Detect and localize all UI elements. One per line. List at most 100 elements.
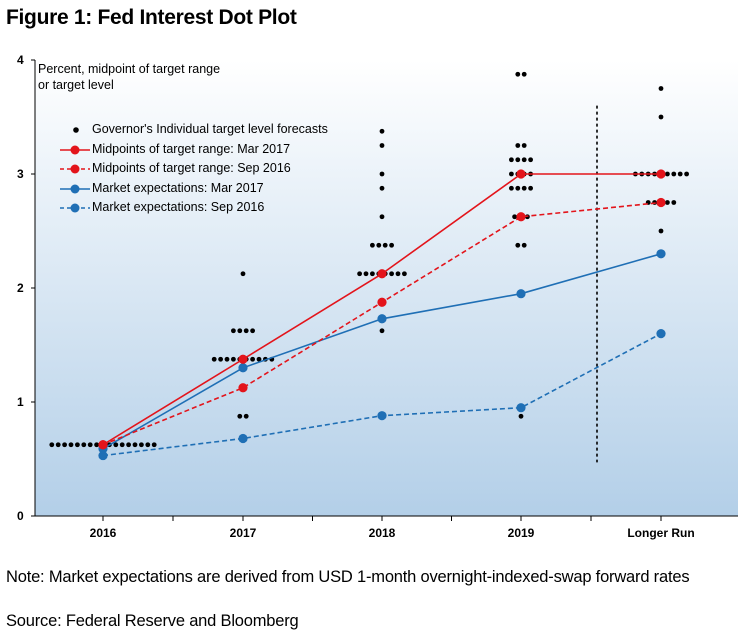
sep2016-target-midpoint-point (377, 297, 387, 307)
forecast-dot (250, 356, 256, 362)
forecast-dot (370, 271, 375, 277)
forecast-dot (139, 442, 144, 448)
mar2017-market-expectation-point (377, 314, 387, 324)
forecast-dot (243, 413, 249, 419)
x-tick-label: 2019 (508, 526, 535, 540)
forecast-dot (512, 214, 517, 220)
plot-area (35, 60, 738, 516)
forecast-dot (256, 356, 262, 362)
forecast-dot (113, 442, 119, 448)
forecast-dot (49, 442, 55, 448)
forecast-dot (119, 442, 125, 448)
sep2016-market-expectation-point (656, 329, 666, 339)
sep2016-target-midpoint-point (656, 197, 666, 208)
sep2016-target-midpoint-point (516, 212, 526, 222)
forecast-dot (379, 328, 385, 334)
forecast-dot (509, 157, 514, 163)
mar2017-target-midpoint-point (238, 354, 248, 364)
forecast-dot (665, 171, 670, 177)
legend-label-red-dashed: Midpoints of target range: Sep 2016 (92, 161, 291, 175)
y-tick-label: 4 (17, 53, 24, 67)
sep2016-target-midpoint-point (238, 383, 248, 393)
legend-label-blue-solid: Market expectations: Mar 2017 (92, 180, 264, 195)
chart-note: Note: Market expectations are derived fr… (6, 568, 690, 586)
forecast-dot (379, 185, 385, 191)
legend-swatch-red-dashed (60, 164, 90, 174)
forecast-dot (658, 114, 664, 120)
forecast-dot (250, 328, 256, 334)
forecast-dot (68, 442, 74, 448)
forecast-dot (363, 271, 369, 277)
forecast-dot (389, 271, 394, 277)
forecast-dot (521, 185, 527, 191)
x-tick-label: 2016 (90, 526, 117, 540)
forecast-dot (237, 328, 243, 334)
forecast-dot (515, 185, 521, 191)
forecast-dot (55, 442, 61, 448)
legend-swatch-red-solid (60, 145, 90, 154)
forecast-dot (528, 157, 533, 163)
mar2017-target-midpoint-point (656, 169, 666, 179)
forecast-dot (402, 271, 407, 277)
forecast-dot (218, 356, 224, 362)
forecast-dot (75, 442, 80, 448)
sep2016-market-expectation-point (516, 403, 526, 413)
forecast-dot (370, 242, 375, 248)
forecast-dot (677, 171, 683, 177)
forecast-dot (658, 228, 664, 234)
forecast-dot (515, 157, 521, 163)
sep2016-market-expectation-point (377, 411, 387, 421)
forecast-dot (382, 242, 388, 248)
forecast-dot (87, 442, 93, 448)
forecast-dot (521, 242, 527, 248)
forecast-dot (395, 271, 401, 277)
mar2017-market-expectation-point (238, 363, 248, 373)
x-tick-label: 2017 (230, 526, 257, 540)
forecast-dot (521, 71, 527, 77)
sep2016-market-expectation-point (238, 433, 248, 444)
legend-swatch-blue-dashed (60, 203, 90, 213)
forecast-dot (231, 356, 236, 362)
y-tick-label: 2 (17, 281, 24, 295)
mar2017-target-midpoint-point (516, 169, 526, 179)
mar2017-market-expectation-point (656, 249, 666, 259)
legend-swatch-blue-solid (60, 184, 90, 193)
y-axis-label: Percent, midpoint of target range or tar… (38, 62, 221, 92)
forecast-dot (671, 200, 677, 205)
forecast-dot (379, 214, 385, 220)
forecast-dot (379, 171, 385, 177)
forecast-dot (211, 356, 217, 362)
forecast-dot (515, 71, 521, 77)
legend-swatch-dots (73, 127, 79, 133)
forecast-dot (151, 442, 157, 448)
mar2017-market-expectation-point (516, 289, 526, 299)
forecast-dot (145, 442, 151, 448)
x-tick-label: 2018 (369, 526, 396, 540)
forecast-dot (515, 143, 521, 148)
y-tick-label: 3 (17, 167, 24, 181)
forecast-dot (389, 242, 394, 248)
forecast-dot (665, 200, 670, 205)
forecast-dot (379, 128, 385, 134)
forecast-dot (515, 242, 521, 248)
forecast-dot (671, 171, 677, 177)
forecast-dot (62, 442, 67, 448)
forecast-dot (509, 185, 514, 191)
forecast-dot (684, 171, 689, 177)
forecast-dot (509, 171, 514, 177)
forecast-dot (237, 413, 243, 419)
legend-label-red-solid: Midpoints of target range: Mar 2017 (92, 141, 291, 156)
forecast-dot (658, 86, 664, 91)
chart-source: Source: Federal Reserve and Bloomberg (6, 612, 299, 630)
forecast-dot (379, 143, 385, 148)
y-tick-label: 0 (17, 509, 24, 523)
forecast-dot (231, 328, 236, 334)
forecast-dot (126, 442, 131, 448)
forecast-dot (94, 442, 99, 448)
forecast-dot (376, 242, 382, 248)
mar2017-target-midpoint-point (98, 440, 108, 450)
forecast-dot (81, 442, 87, 448)
y-tick-label: 1 (17, 395, 24, 409)
forecast-dot (521, 157, 527, 163)
dot-plot-chart: 0 1 2 3 4 2016 2017 2018 2019 Longer Run (17, 53, 738, 540)
